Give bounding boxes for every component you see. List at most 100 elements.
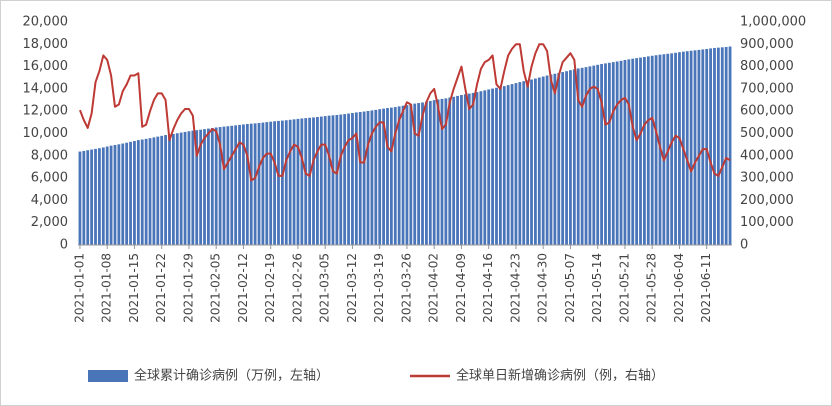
bar xyxy=(397,106,401,245)
bar xyxy=(693,50,697,245)
bar xyxy=(483,90,487,245)
bar xyxy=(635,58,639,245)
bar xyxy=(160,135,164,245)
bar xyxy=(156,136,160,245)
bar xyxy=(510,84,514,245)
bar xyxy=(327,115,331,245)
bar xyxy=(623,60,627,245)
bar xyxy=(514,83,518,246)
bar xyxy=(537,77,541,245)
bar xyxy=(409,104,413,245)
bar xyxy=(607,62,611,246)
bar xyxy=(545,75,549,246)
bar xyxy=(728,46,732,245)
bar xyxy=(261,122,265,245)
bar xyxy=(109,145,113,245)
bar xyxy=(175,133,179,245)
bar xyxy=(86,150,90,245)
bar xyxy=(234,125,238,245)
bar xyxy=(347,113,350,245)
y2-tick-label: 300,000 xyxy=(740,171,794,186)
bar xyxy=(117,144,121,245)
bar xyxy=(164,135,167,245)
bar xyxy=(448,97,452,245)
x-tick-label: 2021-02-12 xyxy=(236,253,250,323)
legend-label: 全球单日新增确诊病例（例，右轴） xyxy=(456,368,664,384)
bar xyxy=(475,92,479,245)
bar xyxy=(561,72,565,245)
bar xyxy=(716,47,720,245)
bar xyxy=(386,108,389,245)
bar xyxy=(678,52,681,246)
bar xyxy=(257,123,261,245)
x-tick-label: 2021-02-19 xyxy=(263,253,277,323)
bar xyxy=(553,73,557,246)
legend-label: 全球累计确诊病例（万例，左轴） xyxy=(134,368,329,384)
bar xyxy=(168,134,171,245)
y2-tick-label: 500,000 xyxy=(740,126,794,141)
bar xyxy=(452,96,456,245)
bar xyxy=(526,80,530,246)
bar xyxy=(292,119,296,245)
bar xyxy=(615,61,619,245)
bar xyxy=(331,115,335,245)
bar xyxy=(425,101,428,245)
bar xyxy=(269,121,273,245)
x-tick-label: 2021-02-26 xyxy=(290,253,304,323)
bar xyxy=(413,103,417,245)
bar xyxy=(596,64,600,245)
y-tick-label: 16,000 xyxy=(23,59,69,74)
bar xyxy=(354,112,358,245)
bar xyxy=(171,133,175,245)
bar xyxy=(265,122,269,245)
x-tick-label: 2021-03-19 xyxy=(372,253,386,323)
y2-tick-label: 800,000 xyxy=(740,59,794,74)
line xyxy=(79,43,731,182)
y-tick-label: 10,000 xyxy=(23,126,69,141)
x-tick-label: 2021-04-16 xyxy=(481,253,495,323)
bar xyxy=(417,103,421,245)
bar xyxy=(339,114,343,245)
bar xyxy=(405,105,409,245)
bar xyxy=(705,48,709,245)
bar xyxy=(335,114,339,245)
y2-tick-label: 700,000 xyxy=(740,81,794,96)
y2-tick-label: 1,000,000 xyxy=(740,15,806,30)
x-tick-label: 2021-01-01 xyxy=(72,253,86,323)
bar xyxy=(393,107,397,246)
bar xyxy=(94,148,97,245)
bar xyxy=(222,126,226,245)
bar xyxy=(226,126,230,245)
bar xyxy=(129,141,132,245)
bar xyxy=(362,111,366,245)
bar xyxy=(541,76,545,245)
bar xyxy=(576,68,580,245)
bar xyxy=(565,71,568,245)
bar xyxy=(98,148,101,245)
y-tick-label: 0 xyxy=(60,238,68,253)
bar xyxy=(654,55,658,245)
bar xyxy=(199,129,203,245)
bar xyxy=(238,124,241,245)
bar xyxy=(389,107,393,245)
bar xyxy=(522,81,526,245)
bar xyxy=(709,48,712,245)
bar xyxy=(600,64,603,246)
y2-tick-label: 600,000 xyxy=(740,104,794,119)
bar xyxy=(569,70,572,245)
bar xyxy=(183,131,187,245)
y-tick-label: 2,000 xyxy=(31,215,68,230)
bar xyxy=(530,79,533,245)
bar xyxy=(572,69,576,245)
bar xyxy=(82,150,86,245)
bar xyxy=(498,87,502,245)
bar xyxy=(136,140,140,245)
bar xyxy=(627,59,631,245)
bar xyxy=(401,105,405,245)
y2-tick-label: 400,000 xyxy=(740,148,794,163)
bar xyxy=(296,118,300,245)
x-tick-label: 2021-05-21 xyxy=(617,253,631,323)
x-tick-label: 2021-05-07 xyxy=(563,253,577,323)
bar xyxy=(304,118,308,245)
